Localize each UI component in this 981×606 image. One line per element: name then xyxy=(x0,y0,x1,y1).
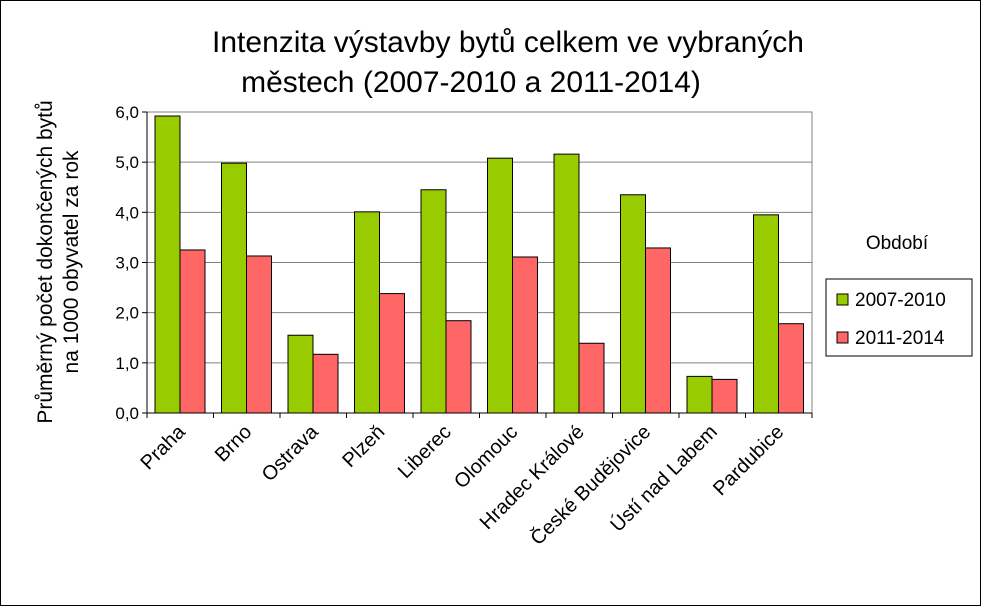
bar-2007-2010-2 xyxy=(287,334,314,414)
y-tick-label: 0,0 xyxy=(115,404,139,423)
legend-title: Období xyxy=(866,233,929,254)
legend-label: 2007-2010 xyxy=(855,290,946,311)
y-tick-label: 3,0 xyxy=(115,254,139,273)
bar-2007-2010-9 xyxy=(753,214,779,414)
bar-2011-2014-5 xyxy=(512,256,538,414)
y-tick-label: 1,0 xyxy=(115,354,139,373)
bar-2011-2014-1 xyxy=(246,255,272,414)
bar-2011-2014-9 xyxy=(778,323,804,414)
bar-2011-2014-6 xyxy=(578,342,605,414)
x-tick-label: Liberec xyxy=(394,421,456,483)
bar-2011-2014-4 xyxy=(445,320,472,414)
x-tick-label: České Budějovice xyxy=(526,420,655,549)
bar-2007-2010-3 xyxy=(354,211,380,414)
legend-swatch-2007-2010 xyxy=(836,293,849,306)
y-ticks: 0,0 1,0 2,0 3,0 4,0 5,0 6,0 xyxy=(115,103,812,423)
bar-2011-2014-2 xyxy=(312,353,339,414)
bar-2007-2010-7 xyxy=(620,194,646,414)
x-tick-label: Pardubice xyxy=(709,421,788,500)
y-tick-label: 6,0 xyxy=(115,103,139,122)
bar-2007-2010-5 xyxy=(487,157,513,414)
bar-2007-2010-6 xyxy=(553,153,580,414)
y-tick-label: 4,0 xyxy=(115,203,139,222)
y-axis-label-line-1: Průměrný počet dokončených bytů xyxy=(34,100,57,423)
legend-swatch-2011-2014 xyxy=(836,331,849,344)
y-axis-label-line-2: na 1000 obyvatel za rok xyxy=(60,150,83,373)
bar-2007-2010-4 xyxy=(420,189,447,414)
bar-2007-2010-1 xyxy=(221,162,247,414)
x-tick-label: Brno xyxy=(211,421,256,466)
y-tick-label: 5,0 xyxy=(115,153,139,172)
bars xyxy=(154,115,804,414)
bar-2007-2010-8 xyxy=(686,375,713,414)
bar-2011-2014-3 xyxy=(379,293,405,414)
bar-2011-2014-8 xyxy=(711,378,738,414)
y-tick-label: 2,0 xyxy=(115,304,139,323)
legend: 2007-2010 2011-2014 xyxy=(836,290,946,349)
bar-2011-2014-0 xyxy=(179,249,206,414)
legend-label: 2011-2014 xyxy=(855,328,945,349)
x-tick-label: Ostrava xyxy=(258,420,324,486)
chart-title-line-1: Intenzita výstavby bytů celkem ve vybran… xyxy=(212,26,804,59)
chart-title-line-2: městech (2007-2010 a 2011-2014) xyxy=(241,66,701,99)
bar-2007-2010-0 xyxy=(154,115,181,414)
bar-2011-2014-7 xyxy=(645,247,671,414)
x-tick-label: Plzeň xyxy=(338,421,389,472)
x-tick-label: Praha xyxy=(136,420,190,474)
x-ticks: Praha Brno Ostrava Plzeň LiberecOlomoucHrade… xyxy=(136,413,813,550)
legend-box xyxy=(825,278,973,357)
